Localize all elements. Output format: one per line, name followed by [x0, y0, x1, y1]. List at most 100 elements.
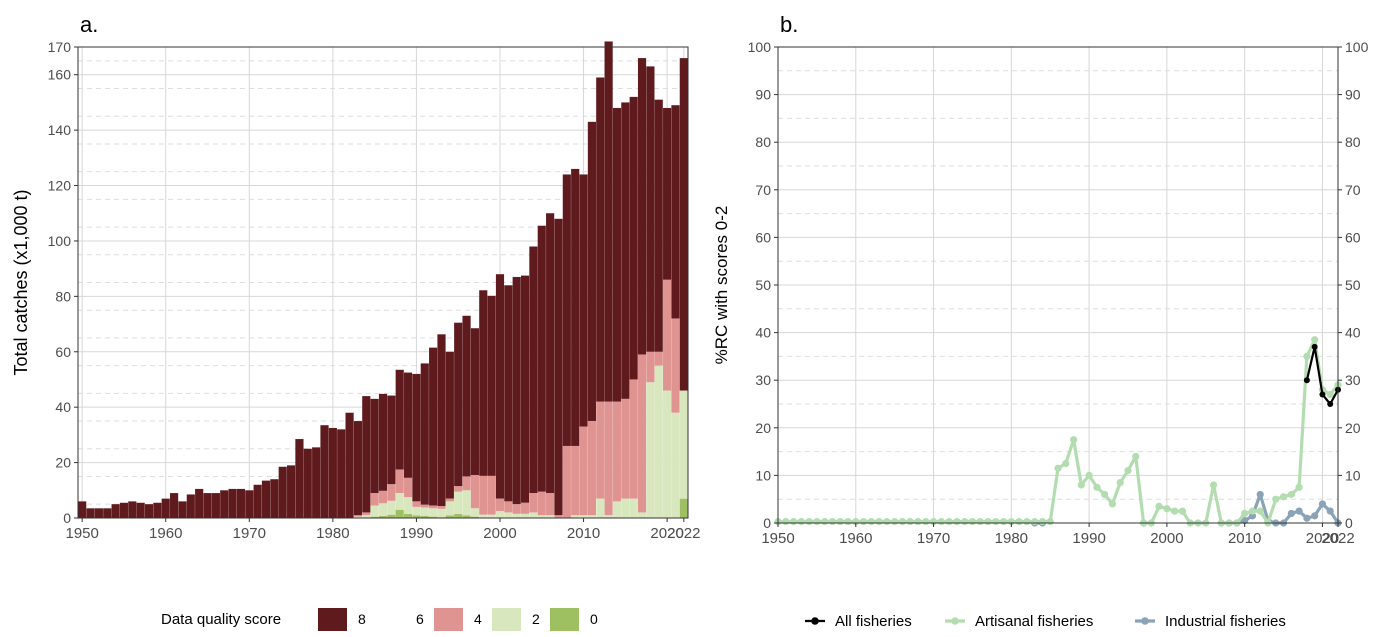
series-point-artisanal-fisheries — [1311, 336, 1319, 344]
x-tick-label: 1990 — [1072, 530, 1105, 547]
bar-score-8 — [103, 508, 112, 519]
bar-score-8 — [587, 121, 597, 422]
bar-score-2 — [596, 498, 605, 519]
bar-score-4 — [504, 501, 513, 513]
y-axis-title: %RC with scores 0-2 — [712, 206, 731, 365]
bar-score-2 — [654, 365, 663, 519]
y-tick-label: 0 — [763, 515, 771, 531]
bar-score-8 — [520, 275, 530, 503]
bar-score-4 — [579, 426, 588, 516]
x-tick-label: 2000 — [483, 525, 516, 542]
bar-score-8 — [128, 501, 137, 519]
bar-score-8 — [554, 218, 563, 516]
series-point-artisanal-fisheries — [883, 517, 891, 526]
bar-score-8 — [462, 315, 471, 477]
bar-score-8 — [211, 492, 221, 519]
bar-score-2 — [395, 492, 404, 510]
y-tick-label-right: 10 — [1345, 467, 1361, 483]
y-tick-label: 100 — [48, 233, 72, 249]
series-point-artisanal-fisheries — [805, 517, 813, 526]
bar-score-8 — [662, 107, 672, 280]
legend-label-8: 8 — [358, 611, 366, 627]
series-point-artisanal-fisheries — [1093, 483, 1101, 491]
bar-score-4 — [621, 398, 630, 499]
bar-score-4 — [662, 279, 672, 391]
x-tick-label: 1970 — [917, 530, 950, 547]
bar-score-4 — [629, 379, 638, 499]
series-point-artisanal-fisheries — [813, 517, 821, 526]
bar-score-8 — [579, 174, 588, 427]
bar-score-8 — [537, 225, 547, 492]
bar-score-2 — [387, 500, 396, 515]
bar-score-8 — [270, 479, 279, 519]
series-point-artisanal-fisheries — [1279, 493, 1288, 501]
bar-score-8 — [445, 351, 455, 499]
bar-score-2 — [504, 512, 513, 519]
legend-label-4: 4 — [474, 611, 482, 627]
y-tick-label-right: 60 — [1345, 229, 1361, 245]
y-tick-label: 10 — [755, 467, 771, 483]
bar-score-0 — [395, 509, 404, 519]
bar-score-4 — [520, 502, 530, 514]
series-point-artisanal-fisheries — [891, 517, 899, 526]
y-tick-label: 160 — [48, 67, 72, 83]
bar-score-8 — [420, 363, 430, 505]
y-tick-label: 90 — [755, 87, 771, 103]
panel-label: a. — [80, 12, 98, 37]
y-tick-label: 170 — [48, 39, 72, 55]
bar-score-8 — [412, 373, 421, 502]
bar-score-8 — [345, 412, 354, 519]
bar-score-8 — [245, 490, 254, 519]
bar-score-4 — [537, 491, 547, 516]
series-point-artisanal-fisheries — [1085, 471, 1093, 479]
bar-score-8 — [194, 488, 204, 519]
bar-score-8 — [512, 276, 521, 505]
y-tick-label: 20 — [55, 455, 71, 471]
bar-score-8 — [621, 102, 630, 400]
bar-score-8 — [403, 372, 413, 478]
bar-score-4 — [495, 498, 505, 512]
series-point-artisanal-fisheries — [1303, 352, 1311, 360]
bar-score-8 — [395, 369, 404, 470]
bar-score-8 — [253, 484, 262, 519]
series-point-artisanal-fisheries — [1124, 467, 1132, 475]
bar-score-8 — [286, 465, 296, 519]
bar-score-8 — [562, 174, 572, 447]
bar-score-8 — [178, 501, 187, 519]
series-point-artisanal-fisheries — [937, 517, 945, 526]
series-point-artisanal-fisheries — [1062, 459, 1070, 468]
y-tick-label-right: 90 — [1345, 87, 1361, 103]
legend-label-2: 2 — [532, 611, 540, 627]
series-point-artisanal-fisheries — [1108, 500, 1117, 508]
series-point-artisanal-fisheries — [898, 517, 907, 526]
bar-score-8 — [86, 508, 95, 519]
series-point-artisanal-fisheries — [999, 517, 1008, 526]
bar-score-4 — [403, 477, 413, 498]
x-tick-label: 1990 — [400, 525, 433, 542]
series-point-industrial-fisheries — [1241, 517, 1249, 525]
bar-score-8 — [336, 429, 346, 519]
series-point-artisanal-fisheries — [1054, 464, 1062, 472]
series-point-artisanal-fisheries — [1295, 483, 1303, 491]
bar-score-4 — [428, 505, 438, 509]
legend-b: All fisheries Artisanal fisheries Industri… — [805, 613, 1286, 630]
bar-score-2 — [420, 507, 430, 516]
bar-score-2 — [629, 498, 638, 519]
bar-score-8 — [111, 503, 120, 519]
bar-score-4 — [370, 492, 379, 506]
y-axis-title: Total catches (x1,000 t) — [11, 189, 31, 375]
series-point-artisanal-fisheries — [782, 517, 790, 526]
series-point-industrial-fisheries — [1295, 507, 1303, 515]
y-tick-label: 140 — [48, 122, 72, 138]
bar-score-4 — [462, 476, 471, 491]
bar-score-8 — [479, 290, 488, 477]
y-tick-label-right: 50 — [1345, 277, 1361, 293]
x-tick-label: 1960 — [149, 525, 182, 542]
x-tick-label: 1970 — [233, 525, 266, 542]
bar-score-8 — [77, 501, 87, 519]
bar-score-2 — [646, 382, 655, 519]
bar-score-2 — [679, 390, 689, 499]
bar-score-8 — [487, 295, 496, 477]
x-tick-label: 1980 — [316, 525, 349, 542]
series-point-industrial-fisheries — [1303, 514, 1311, 522]
